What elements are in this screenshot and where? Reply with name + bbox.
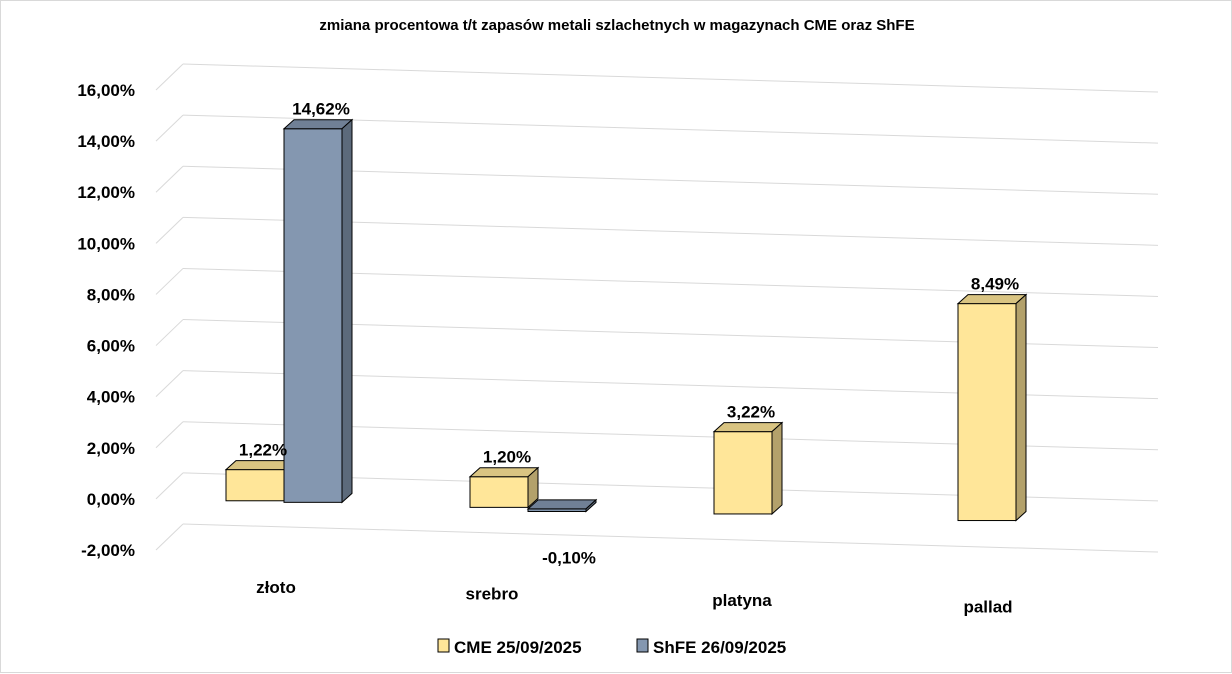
y-tick-label: 6,00% bbox=[87, 337, 135, 356]
bar-side bbox=[585, 498, 597, 513]
bar-side bbox=[771, 421, 783, 516]
legend-swatch bbox=[636, 638, 649, 653]
bar-side bbox=[341, 118, 353, 504]
bar-side bbox=[527, 466, 539, 509]
data-labels: 1,22% 14,62% 1,20% -0,10% 3,22% 8,49% bbox=[239, 100, 1019, 568]
bar-front bbox=[225, 469, 285, 502]
legend-label: CME 25/09/2025 bbox=[454, 638, 582, 657]
x-category-label: pallad bbox=[963, 598, 1012, 617]
bar-front bbox=[283, 128, 343, 503]
data-label: 1,22% bbox=[239, 441, 287, 460]
y-axis-ticks: -2,00% 0,00% 2,00% 4,00% 6,00% 8,00% 10,00% 12,… bbox=[77, 81, 135, 560]
gridline-depth bbox=[155, 370, 184, 398]
bar-top bbox=[282, 119, 354, 130]
gridline-depth bbox=[155, 523, 184, 551]
y-tick-label: 8,00% bbox=[87, 285, 135, 304]
bar-front bbox=[713, 431, 773, 515]
gridline-depth bbox=[155, 165, 184, 193]
x-category-label: platyna bbox=[712, 591, 772, 610]
data-label: 1,20% bbox=[483, 448, 531, 467]
gridline-depth bbox=[155, 472, 184, 500]
gridline bbox=[182, 523, 1159, 553]
gridline-depth bbox=[155, 63, 184, 91]
bar-front bbox=[957, 303, 1017, 522]
y-tick-label: 0,00% bbox=[87, 490, 135, 509]
bar-top bbox=[956, 294, 1028, 305]
gridline-depth bbox=[155, 114, 184, 142]
bar-top bbox=[712, 422, 784, 433]
y-tick-label: -2,00% bbox=[81, 541, 135, 560]
legend-label: ShFE 26/09/2025 bbox=[653, 638, 786, 657]
gridline bbox=[182, 63, 1159, 93]
data-label: 8,49% bbox=[971, 275, 1019, 294]
bars bbox=[224, 118, 1028, 522]
x-category-label: złoto bbox=[256, 578, 296, 597]
y-tick-label: 12,00% bbox=[77, 183, 135, 202]
x-category-label: srebro bbox=[466, 584, 519, 603]
legend: CME 25/09/2025 ShFE 26/09/2025 bbox=[437, 638, 786, 657]
bar-top bbox=[526, 499, 598, 510]
chart-title: zmiana procentowa t/t zapasów metali szl… bbox=[319, 17, 914, 34]
data-label: 3,22% bbox=[727, 403, 775, 422]
y-tick-label: 14,00% bbox=[77, 132, 135, 151]
bar-side bbox=[1015, 293, 1027, 522]
x-axis-categories: złoto srebro platyna pallad bbox=[256, 578, 1012, 617]
data-label: 14,62% bbox=[292, 100, 350, 119]
y-tick-label: 2,00% bbox=[87, 439, 135, 458]
gridline-depth bbox=[155, 216, 184, 244]
gridline-depth bbox=[155, 421, 184, 449]
y-tick-label: 10,00% bbox=[77, 234, 135, 253]
legend-swatch bbox=[437, 638, 450, 653]
y-tick-label: 4,00% bbox=[87, 388, 135, 407]
bar-top bbox=[468, 467, 540, 478]
data-label: -0,10% bbox=[542, 548, 596, 567]
bar-front bbox=[469, 476, 529, 508]
y-tick-label: 16,00% bbox=[77, 81, 135, 100]
gridline-depth bbox=[155, 319, 184, 346]
gridline-depth bbox=[155, 268, 184, 295]
